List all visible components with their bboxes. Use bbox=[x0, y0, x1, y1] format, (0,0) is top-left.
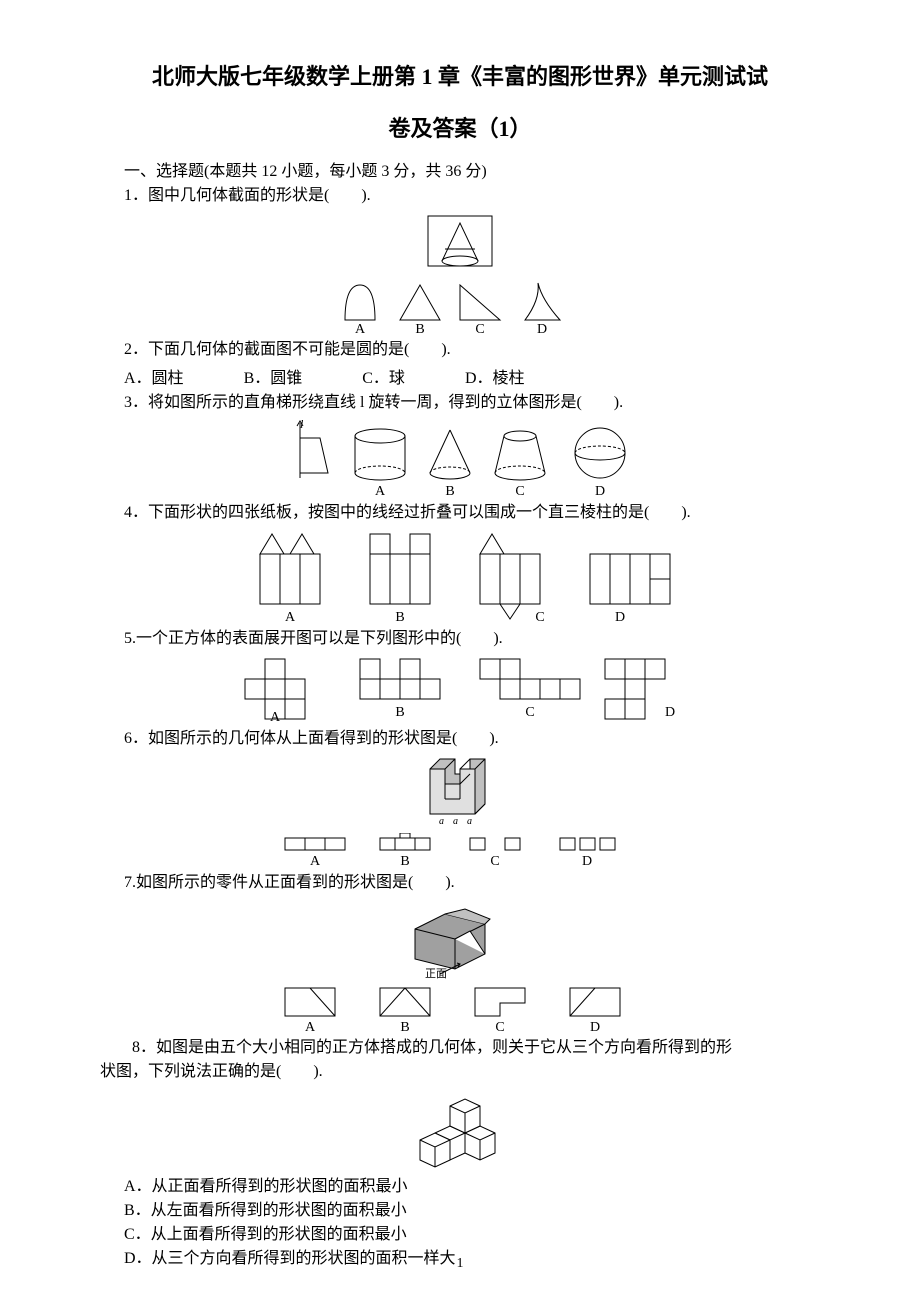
q1-options-figures: A B C D bbox=[100, 275, 820, 335]
svg-text:A: A bbox=[270, 710, 281, 724]
svg-text:C: C bbox=[490, 854, 499, 868]
svg-text:C: C bbox=[495, 1020, 504, 1033]
page-number: 1 bbox=[457, 1256, 464, 1272]
q4-text: 4．下面形状的四张纸板，按图中的线经过折叠可以围成一个直三棱柱的是( ). bbox=[100, 502, 820, 524]
svg-text:A: A bbox=[305, 1020, 316, 1033]
q3-label-d: D bbox=[595, 484, 605, 498]
q5-text: 5.一个正方体的表面展开图可以是下列图形中的( ). bbox=[100, 628, 820, 650]
q8-opt-b: B．从左面看所得到的形状图的面积最小 bbox=[124, 1196, 820, 1220]
q7-text: 7.如图所示的零件从正面看到的形状图是( ). bbox=[100, 872, 820, 894]
label-d: D bbox=[537, 322, 547, 335]
svg-text:a: a bbox=[467, 816, 472, 827]
q7-options-figures: A B C D bbox=[100, 983, 820, 1033]
svg-text:D: D bbox=[590, 1020, 600, 1033]
svg-text:B: B bbox=[395, 705, 404, 720]
q8-text2: 状图，下列说法正确的是( ). bbox=[100, 1061, 820, 1083]
q1-figure-main bbox=[100, 211, 820, 271]
q2-opt-c: C．球 bbox=[362, 364, 405, 388]
q5-opt-c: C bbox=[480, 659, 580, 720]
q6-options-figures: A B C D bbox=[100, 833, 820, 868]
q3-figures: l A B C D bbox=[100, 418, 820, 498]
q4-figures: A B C D bbox=[100, 529, 820, 624]
svg-text:a: a bbox=[453, 816, 458, 827]
q8-opt-a: A．从正面看所得到的形状图的面积最小 bbox=[124, 1172, 820, 1196]
svg-text:A: A bbox=[310, 854, 321, 868]
q2-opt-a: A．圆柱 bbox=[124, 364, 184, 388]
svg-text:B: B bbox=[400, 854, 409, 868]
q7-front-label: 正面 bbox=[425, 968, 447, 979]
q4-opt-a: A bbox=[260, 534, 320, 624]
label-b: B bbox=[415, 322, 424, 335]
svg-text:A: A bbox=[285, 610, 296, 624]
q4-opt-b: B bbox=[370, 534, 430, 624]
q3-label-c: C bbox=[515, 484, 524, 498]
q6-text: 6．如图所示的几何体从上面看得到的形状图是( ). bbox=[100, 728, 820, 750]
q5-figures: A B C D bbox=[100, 654, 820, 724]
svg-text:D: D bbox=[582, 854, 592, 868]
q3-label-b: B bbox=[445, 484, 454, 498]
svg-text:D: D bbox=[615, 610, 625, 624]
doc-title-line2: 卷及答案（1） bbox=[100, 111, 820, 143]
q4-opt-d: D bbox=[590, 554, 670, 624]
q8-figure-main bbox=[100, 1088, 820, 1168]
svg-text:a: a bbox=[439, 816, 444, 827]
svg-text:C: C bbox=[525, 705, 534, 720]
q8-opt-d: D．从三个方向看所得到的形状图的面积一样大 bbox=[124, 1244, 820, 1268]
q7-figure-main: 正面 bbox=[100, 899, 820, 979]
q2-options: A．圆柱 B．圆锥 C．球 D．棱柱 bbox=[100, 364, 820, 388]
label-c: C bbox=[475, 322, 484, 335]
q2-opt-b: B．圆锥 bbox=[244, 364, 303, 388]
q3-label-a: A bbox=[375, 484, 386, 498]
svg-text:B: B bbox=[395, 610, 404, 624]
q4-opt-c: C bbox=[480, 534, 545, 624]
svg-text:D: D bbox=[665, 705, 675, 720]
q2-text: 2．下面几何体的截面图不可能是圆的是( ). bbox=[100, 339, 820, 361]
q5-opt-a: A bbox=[245, 659, 305, 724]
q5-opt-b: B bbox=[360, 659, 440, 720]
svg-text:B: B bbox=[400, 1020, 409, 1033]
q2-opt-d: D．棱柱 bbox=[465, 364, 525, 388]
q6-figure-main: a a a bbox=[100, 754, 820, 829]
section-header: 一、选择题(本题共 12 小题，每小题 3 分，共 36 分) bbox=[100, 157, 820, 181]
q3-text: 3．将如图所示的直角梯形绕直线 l 旋转一周，得到的立体图形是( ). bbox=[100, 392, 820, 414]
q5-opt-d: D bbox=[605, 659, 675, 720]
q8-text: 8．如图是由五个大小相同的正方体搭成的几何体，则关于它从三个方向看所得到的形 bbox=[100, 1037, 820, 1059]
label-a: A bbox=[355, 322, 366, 335]
q8-opt-c: C．从上面看所得到的形状图的面积最小 bbox=[124, 1220, 820, 1244]
doc-title-line1: 北师大版七年级数学上册第 1 章《丰富的图形世界》单元测试试 bbox=[100, 60, 820, 93]
q1-text: 1．图中几何体截面的形状是( ). bbox=[100, 185, 820, 207]
svg-text:C: C bbox=[535, 610, 544, 624]
